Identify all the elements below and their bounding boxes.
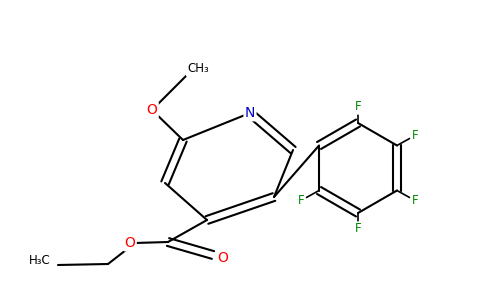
Text: F: F [355, 223, 362, 236]
Text: O: O [147, 103, 157, 117]
Text: O: O [218, 251, 228, 265]
Text: F: F [355, 100, 362, 113]
Text: H₃C: H₃C [29, 254, 51, 268]
Text: O: O [124, 236, 136, 250]
Text: N: N [245, 106, 255, 120]
Text: CH₃: CH₃ [187, 62, 209, 76]
Text: F: F [412, 194, 418, 207]
Text: F: F [298, 194, 304, 207]
Text: F: F [412, 129, 418, 142]
